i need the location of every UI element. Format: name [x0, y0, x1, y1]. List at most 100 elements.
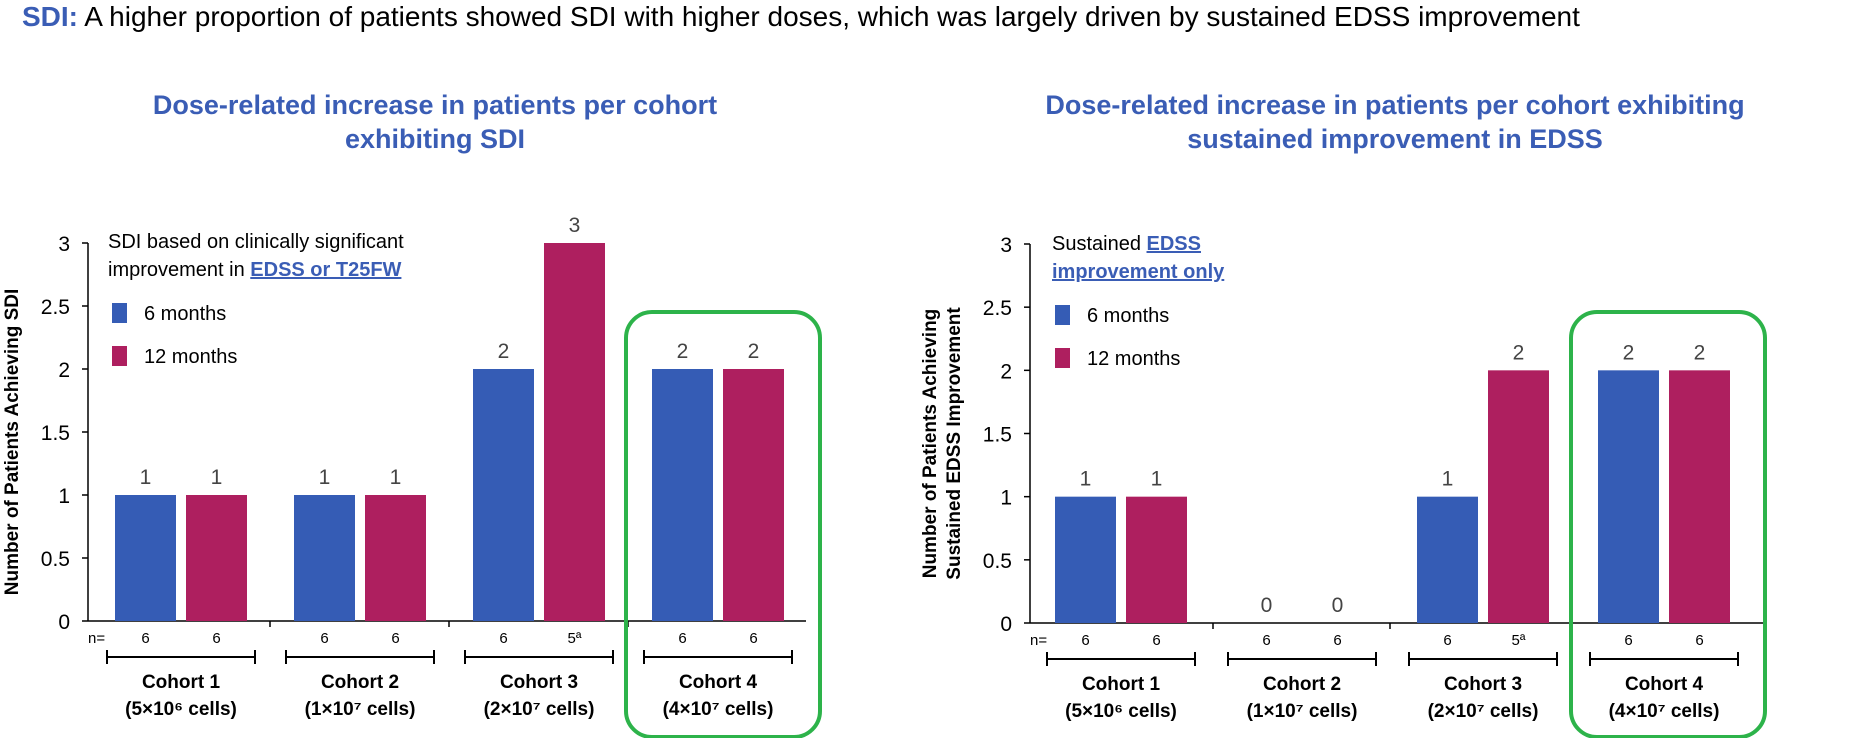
chart-left-data-label: 1	[211, 466, 223, 489]
chart-left-category-dose: (5×10⁶ cells)	[125, 699, 237, 720]
chart-left-category-label: Cohort 2	[321, 672, 399, 693]
chart-right-bar-6m	[1055, 496, 1116, 623]
chart-left-y-tick-label: 3	[58, 233, 70, 256]
chart-right-data-label: 2	[1694, 341, 1706, 364]
chart-right-data-label: 0	[1261, 594, 1273, 617]
chart-right-note-link: EDSS	[1147, 233, 1201, 255]
chart-left-legend-swatch-12m	[112, 346, 127, 366]
chart-right-bar-6m	[1417, 496, 1478, 623]
chart-left-bar-12m	[544, 243, 605, 621]
chart-right-category-label: Cohort 4	[1625, 674, 1704, 695]
chart-right-bar-12m	[1126, 496, 1187, 623]
chart-left-y-tick-label: 2.5	[41, 296, 70, 319]
chart-right-data-label: 2	[1623, 341, 1635, 364]
chart-left-bar-12m	[723, 369, 784, 621]
chart-right-n-value: 5ª	[1512, 632, 1526, 649]
chart-right-category-dose: (1×10⁷ cells)	[1247, 701, 1358, 722]
chart-right-y-axis-label-line: Sustained EDSS Improvement	[944, 307, 965, 580]
chart-right-title-line-1: Dose-related increase in patients per co…	[1045, 90, 1745, 120]
chart-right-y-tick-label: 0	[1000, 613, 1012, 636]
chart-right-data-label: 1	[1080, 468, 1092, 491]
chart-right-n-value: 6	[1262, 632, 1270, 649]
chart-right-y-tick-label: 1.5	[983, 424, 1012, 447]
chart-right-category-dose: (2×10⁷ cells)	[1428, 701, 1539, 722]
chart-right-y-tick-label: 0.5	[983, 550, 1012, 573]
chart-right-category-label: Cohort 2	[1263, 674, 1341, 695]
chart-left-bar-6m	[294, 495, 355, 621]
chart-right-y-tick-label: 3	[1000, 234, 1012, 257]
chart-left-title: Dose-related increase in patients per co…	[105, 88, 765, 156]
chart-right-n-value: 6	[1081, 632, 1089, 649]
chart-right-note-plain: Sustained	[1052, 233, 1147, 255]
chart-left-y-tick-label: 2	[58, 359, 70, 382]
chart-left-n-value: 6	[141, 630, 149, 647]
chart-right-data-label: 2	[1513, 341, 1525, 364]
chart-left-note-line-1: SDI based on clinically significant	[108, 231, 404, 253]
chart-left-data-label: 2	[748, 340, 760, 363]
chart-right-data-label: 1	[1151, 468, 1163, 491]
chart-left-n-value: 6	[391, 630, 399, 647]
chart-left-category-label: Cohort 1	[142, 672, 221, 693]
chart-left-note-line-2: improvement in EDSS or T25FW	[108, 259, 402, 281]
chart-left-y-tick-label: 0.5	[41, 548, 70, 571]
chart-left-note-link: EDSS or T25FW	[250, 259, 401, 281]
chart-right-data-label: 0	[1332, 594, 1344, 617]
chart-left-bar-6m	[652, 369, 713, 621]
chart-left-y-axis-label-line: Number of Patients Achieving SDI	[2, 289, 23, 596]
chart-left-y-tick-label: 1.5	[41, 422, 70, 445]
chart-right-legend-label: 6 months	[1087, 305, 1169, 327]
chart-right-y-tick-label: 2.5	[983, 297, 1012, 320]
chart-left-category-label: Cohort 4	[679, 672, 758, 693]
chart-left-data-label: 1	[140, 466, 152, 489]
chart-left-category-dose: (2×10⁷ cells)	[484, 699, 595, 720]
chart-left-n-value: 6	[678, 630, 686, 647]
chart-left-n-value: 6	[499, 630, 507, 647]
chart-left-n-value: 6	[320, 630, 328, 647]
chart-right-category-dose: (4×10⁷ cells)	[1609, 701, 1720, 722]
chart-left-data-label: 1	[319, 466, 331, 489]
chart-right-bar-12m	[1488, 370, 1549, 623]
chart-left-data-label: 3	[569, 214, 581, 237]
chart-right-note-line-1: Sustained EDSS	[1052, 233, 1201, 255]
chart-right-n-value: 6	[1443, 632, 1451, 649]
chart-right-title: Dose-related increase in patients per co…	[995, 88, 1795, 156]
chart-left-bar-12m	[186, 495, 247, 621]
chart-right-n-value: 6	[1333, 632, 1341, 649]
chart-left-category-dose: (1×10⁷ cells)	[305, 699, 416, 720]
chart-right-n-value: 6	[1152, 632, 1160, 649]
chart-left-note-plain: improvement in	[108, 259, 250, 281]
chart-left-n-prefix: n=	[88, 630, 105, 647]
headline: SDI: A higher proportion of patients sho…	[22, 0, 1580, 34]
chart-right-data-label: 1	[1442, 468, 1454, 491]
headline-text: A higher proportion of patients showed S…	[84, 1, 1580, 32]
chart-left-legend-label: 6 months	[144, 303, 226, 325]
chart-right-category-label: Cohort 3	[1444, 674, 1522, 695]
chart-left-legend-label: 12 months	[144, 346, 237, 368]
chart-left-category-label: Cohort 3	[500, 672, 578, 693]
headline-lead: SDI:	[22, 1, 78, 32]
chart-left-bar-12m	[365, 495, 426, 621]
chart-right-y-axis-label-line: Number of Patients Achieving	[920, 309, 941, 579]
chart-right-n-value: 6	[1695, 632, 1703, 649]
chart-left-category-dose: (4×10⁷ cells)	[663, 699, 774, 720]
chart-right-n-value: 6	[1624, 632, 1632, 649]
chart-left-y-tick-label: 0	[58, 611, 70, 634]
chart-right-note-line-2: improvement only	[1052, 261, 1225, 283]
chart-right-legend-swatch-6m	[1055, 305, 1070, 325]
chart-left-y-tick-label: 1	[58, 485, 70, 508]
chart-left-title-line-2: exhibiting SDI	[344, 124, 525, 154]
chart-right-n-prefix: n=	[1030, 632, 1047, 649]
chart-right-y-tick-label: 2	[1000, 360, 1012, 383]
chart-right-category-label: Cohort 1	[1082, 674, 1161, 695]
chart-right-y-tick-label: 1	[1000, 487, 1012, 510]
chart-right-legend-swatch-12m	[1055, 348, 1070, 368]
chart-left-n-value: 6	[749, 630, 757, 647]
chart-right-highlight-box	[1569, 310, 1767, 738]
chart-right-legend-label: 12 months	[1087, 348, 1180, 370]
chart-left-bar-6m	[473, 369, 534, 621]
chart-left-highlight-box	[624, 310, 822, 738]
chart-left-data-label: 1	[390, 466, 402, 489]
chart-right-bar-6m	[1598, 370, 1659, 623]
chart-right-bar-12m	[1669, 370, 1730, 623]
